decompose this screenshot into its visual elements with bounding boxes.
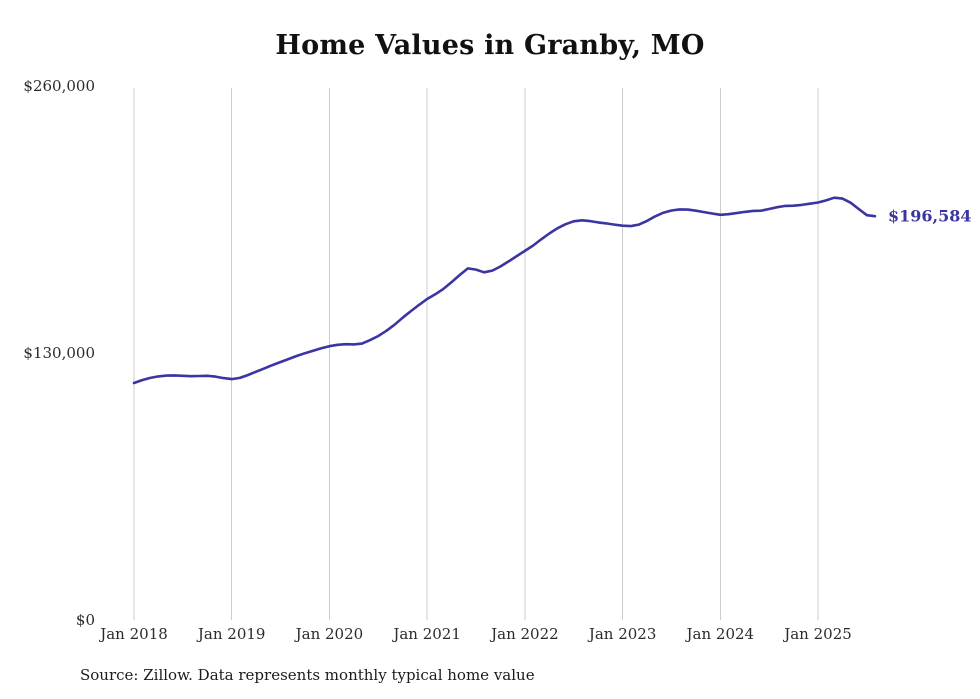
- x-axis-tick-label: Jan 2018: [100, 625, 168, 643]
- chart-title: Home Values in Granby, MO: [275, 30, 705, 61]
- last-value-label: $196,584: [888, 206, 972, 226]
- y-axis-tick-label: $260,000: [23, 77, 95, 95]
- x-axis-tick-label: Jan 2022: [491, 625, 559, 643]
- x-axis-tick-label: Jan 2025: [784, 625, 852, 643]
- x-axis-tick-label: Jan 2019: [197, 625, 266, 643]
- x-axis-tick-label: Jan 2023: [588, 625, 657, 643]
- source-note: Source: Zillow. Data represents monthly …: [80, 666, 535, 684]
- x-axis-tick-label: Jan 2020: [295, 625, 364, 643]
- y-axis-tick-label: $0: [75, 611, 95, 629]
- home-value-line-series: [132, 196, 877, 385]
- x-axis-tick-label: Jan 2024: [686, 625, 755, 643]
- x-axis-tick-label: Jan 2021: [393, 625, 461, 643]
- y-axis-tick-label: $130,000: [23, 344, 95, 362]
